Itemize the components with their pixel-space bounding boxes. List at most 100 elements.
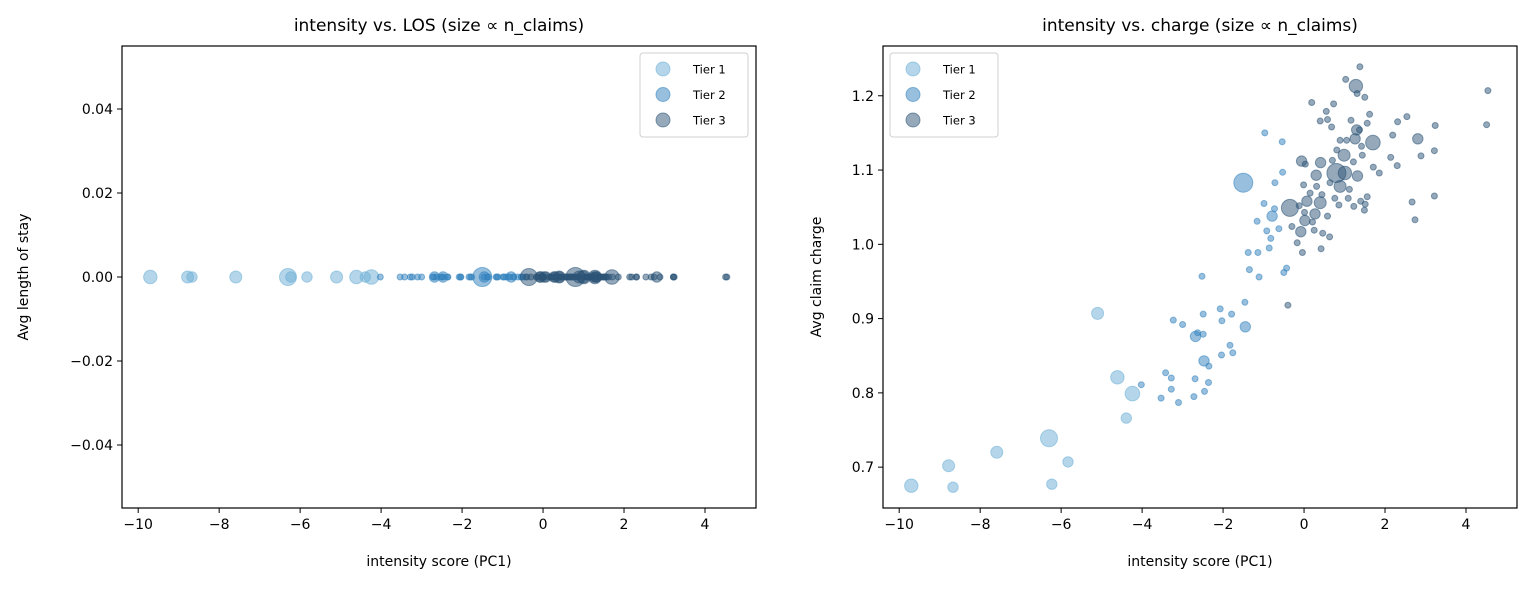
data-point-tier-1 [947,481,959,493]
data-point-tier-3 [722,273,730,281]
data-point-tier-2 [1201,387,1208,395]
data-point-tier-1 [1124,385,1141,402]
data-point-tier-3 [1322,107,1330,115]
data-point-tier-3 [574,273,582,281]
data-point-tier-2 [1265,244,1273,252]
data-point-tier-3 [1293,239,1301,247]
legend-label: Tier 2 [692,88,726,102]
data-point-tier-3 [1317,245,1325,253]
x-tick-label: −2 [1213,517,1234,533]
y-axis-label: Avg length of stay [16,213,32,340]
data-point-tier-3 [669,273,677,281]
data-point-tier-2 [1194,329,1202,337]
data-point-tier-2 [1137,381,1145,389]
data-point-tier-3 [1394,118,1402,126]
data-point-tier-3 [1337,148,1351,162]
x-tick-label: 2 [620,517,629,533]
data-point-tier-1 [301,271,313,283]
data-point-tier-1 [1110,370,1125,385]
data-point-tier-3 [1333,179,1347,193]
y-axis-label: Avg claim charge [809,217,825,338]
data-point-tier-3 [1356,63,1364,71]
x-tick-label: −10 [884,517,914,533]
data-point-tier-1 [229,270,243,284]
data-point-tier-3 [1337,165,1353,181]
data-point-tier-3 [1295,226,1307,238]
data-point-tier-2 [1175,399,1182,406]
data-point-tier-2 [1226,341,1234,349]
data-point-tier-3 [1431,122,1439,129]
data-point-tier-3 [1336,136,1344,144]
data-point-tier-2 [1253,217,1261,225]
data-point-tier-3 [1365,134,1381,151]
data-point-tier-1 [1040,429,1058,448]
y-tick-label: 0.00 [82,270,113,286]
legend-label: Tier 1 [942,63,976,77]
data-point-tier-3 [1393,162,1401,170]
data-point-tier-3 [1349,158,1357,166]
data-point-tier-2 [1167,374,1175,382]
data-point-tier-1 [186,271,198,283]
y-tick-label: −0.04 [70,438,113,454]
data-point-tier-3 [556,273,564,281]
data-point-tier-3 [1301,195,1313,207]
data-point-tier-2 [1199,310,1207,318]
data-point-tier-3 [1326,233,1334,241]
x-tick-label: 2 [1381,517,1390,533]
data-point-tier-3 [1412,133,1424,145]
data-point-tier-3 [1335,201,1343,209]
data-point-tier-2 [437,273,445,281]
x-tick-label: 0 [1300,517,1309,533]
data-point-tier-3 [1328,123,1336,131]
x-tick-label: 4 [701,517,710,533]
x-tick-label: −6 [1051,517,1072,533]
data-point-tier-3 [549,273,557,281]
data-point-tier-2 [1260,200,1268,207]
data-point-tier-1 [990,445,1004,459]
data-point-tier-2 [1218,317,1226,325]
data-point-tier-3 [1301,208,1308,216]
data-point-tier-3 [656,273,664,281]
data-point-tier-3 [1324,212,1331,220]
x-tick-label: −4 [1132,517,1153,533]
data-point-tier-3 [537,273,545,281]
y-tick-label: 0.7 [852,460,874,476]
x-tick-label: −8 [970,517,991,533]
data-point-tier-3 [1316,117,1324,125]
legend-label: Tier 1 [692,63,726,77]
data-point-tier-3 [1345,185,1353,193]
data-point-tier-2 [1261,129,1269,137]
data-point-tier-3 [1353,90,1361,97]
axes-frame [882,45,1518,509]
los-scatter-panel: intensity vs. LOS (size ∝ n_claims) inte… [16,16,757,570]
data-point-tier-3 [1306,189,1314,197]
data-point-tier-3 [1417,152,1425,160]
legend-marker-tier-1 [905,61,921,77]
data-point-tier-2 [1278,138,1286,146]
y-tick-label: 0.02 [82,186,113,202]
data-point-tier-2 [1244,249,1252,256]
data-point-tier-3 [1351,170,1364,182]
data-point-tier-3 [1328,156,1336,164]
data-point-tier-3 [1299,214,1311,227]
data-point-tier-2 [1239,321,1252,333]
data-point-tier-2 [504,273,512,281]
x-tick-label: −2 [452,517,473,533]
data-point-tier-2 [418,273,426,281]
data-point-tier-3 [1330,100,1338,108]
data-point-tier-3 [1411,216,1419,224]
data-point-tier-3 [1288,223,1296,230]
y-tick-label: 1.2 [852,89,874,105]
data-point-tier-3 [1347,116,1355,124]
data-point-tier-2 [1198,272,1206,280]
data-point-tier-2 [1245,266,1253,274]
data-point-tier-3 [1358,142,1365,150]
data-point-tier-2 [494,273,502,281]
data-point-tier-3 [1344,194,1352,202]
data-point-tier-2 [1229,349,1237,357]
data-point-tier-1 [359,271,371,283]
charge-scatter-panel: intensity vs. charge (size ∝ n_claims) i… [809,16,1518,570]
data-point-tier-2 [1271,179,1279,187]
x-tick-label: 4 [1462,517,1471,533]
data-point-tier-3 [1363,119,1371,127]
